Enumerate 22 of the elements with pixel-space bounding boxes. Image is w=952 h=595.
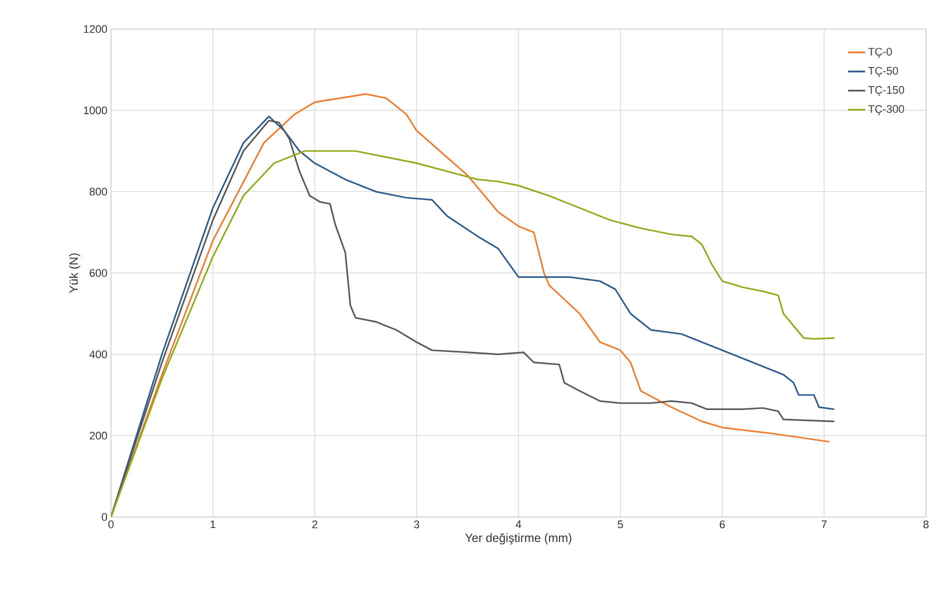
y-tick-label: 600 xyxy=(90,269,108,277)
y-tick-label: 1200 xyxy=(84,25,108,33)
y-tick-label: 800 xyxy=(90,188,108,196)
y-tick-label: 400 xyxy=(89,350,108,358)
x-tick-label: 3 xyxy=(414,520,420,528)
x-tick-label: 7 xyxy=(822,520,827,528)
x-tick-label: 5 xyxy=(618,520,623,528)
x-tick-label: 1 xyxy=(210,520,216,528)
legend-label: TÇ-0 xyxy=(868,48,892,58)
legend-label: TÇ-300 xyxy=(868,105,904,116)
x-tick-label: 2 xyxy=(312,520,318,528)
x-axis-title: Yer değiştirme (mm) xyxy=(465,533,572,544)
x-tick-label: 0 xyxy=(108,520,114,528)
y-tick-label: 0 xyxy=(102,513,108,521)
x-tick-label: 6 xyxy=(720,520,725,528)
legend-label: TÇ-150 xyxy=(868,86,904,96)
y-axis-title: Yük (N) xyxy=(69,253,80,293)
legend-label: TÇ-50 xyxy=(868,66,898,77)
x-tick-label: 8 xyxy=(923,520,929,528)
x-tick-label: 4 xyxy=(516,520,522,528)
y-tick-label: 200 xyxy=(90,432,108,440)
y-tick-label: 1000 xyxy=(84,106,108,114)
